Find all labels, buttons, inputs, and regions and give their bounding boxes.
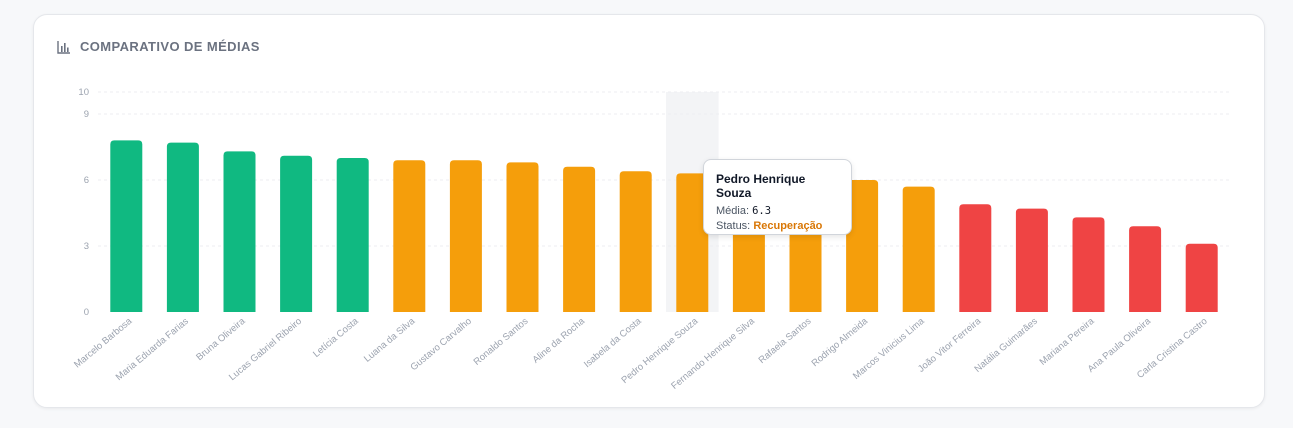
chart-tooltip: Pedro Henrique Souza Média: 6.3 Status: …: [703, 159, 852, 235]
x-tick-label: Rodrigo Almeida: [810, 315, 871, 369]
y-tick-label: 9: [84, 109, 89, 120]
x-tick-label: Luana da Silva: [362, 315, 418, 364]
y-tick-label: 3: [84, 241, 89, 252]
bar: [393, 160, 426, 312]
tooltip-status-row: Status: Recuperação: [716, 220, 839, 232]
x-tick-label: Marcelo Barbosa: [72, 315, 135, 370]
tooltip-status-value: Recuperação: [753, 220, 823, 232]
bar: [846, 180, 879, 312]
card-title: COMPARATIVO DE MÉDIAS: [80, 39, 260, 54]
x-tick-label: Bruna Oliveira: [194, 315, 248, 363]
bar: [1072, 217, 1105, 312]
tooltip-media-label: Média:: [716, 205, 750, 217]
bar: [223, 151, 256, 312]
bar: [506, 162, 539, 312]
bar: [619, 171, 652, 312]
bar: [336, 158, 369, 312]
x-tick-label: Isabela da Costa: [582, 315, 644, 370]
bar-chart-icon: [57, 40, 70, 54]
tooltip-status-label: Status:: [716, 220, 751, 232]
x-tick-label: Mariana Pereira: [1038, 315, 1097, 367]
x-tick-label: Rafaela Santos: [757, 316, 814, 366]
card-header: COMPARATIVO DE MÉDIAS: [57, 39, 260, 54]
bar: [902, 186, 935, 312]
x-tick-label: Aline da Rocha: [531, 315, 588, 365]
bar: [166, 142, 199, 312]
bar: [676, 173, 709, 312]
y-tick-label: 6: [84, 175, 89, 186]
tooltip-media-row: Média: 6.3: [716, 205, 839, 217]
bar: [563, 166, 596, 312]
bar: [1185, 243, 1218, 312]
bar: [280, 155, 313, 312]
x-tick-label: Ronaldo Santos: [472, 316, 531, 368]
bar: [959, 204, 992, 312]
y-tick-label: 0: [84, 307, 89, 318]
y-tick-label: 10: [78, 87, 89, 98]
bar: [1015, 208, 1048, 312]
tooltip-name: Pedro Henrique Souza: [716, 172, 806, 200]
bar: [1129, 226, 1162, 312]
x-tick-label: Gustavo Carvalho: [409, 316, 474, 373]
bar: [110, 140, 143, 312]
bar: [449, 160, 482, 312]
x-tick-label: Letícia Costa: [311, 315, 361, 360]
tooltip-media-value: 6.3: [752, 205, 772, 217]
